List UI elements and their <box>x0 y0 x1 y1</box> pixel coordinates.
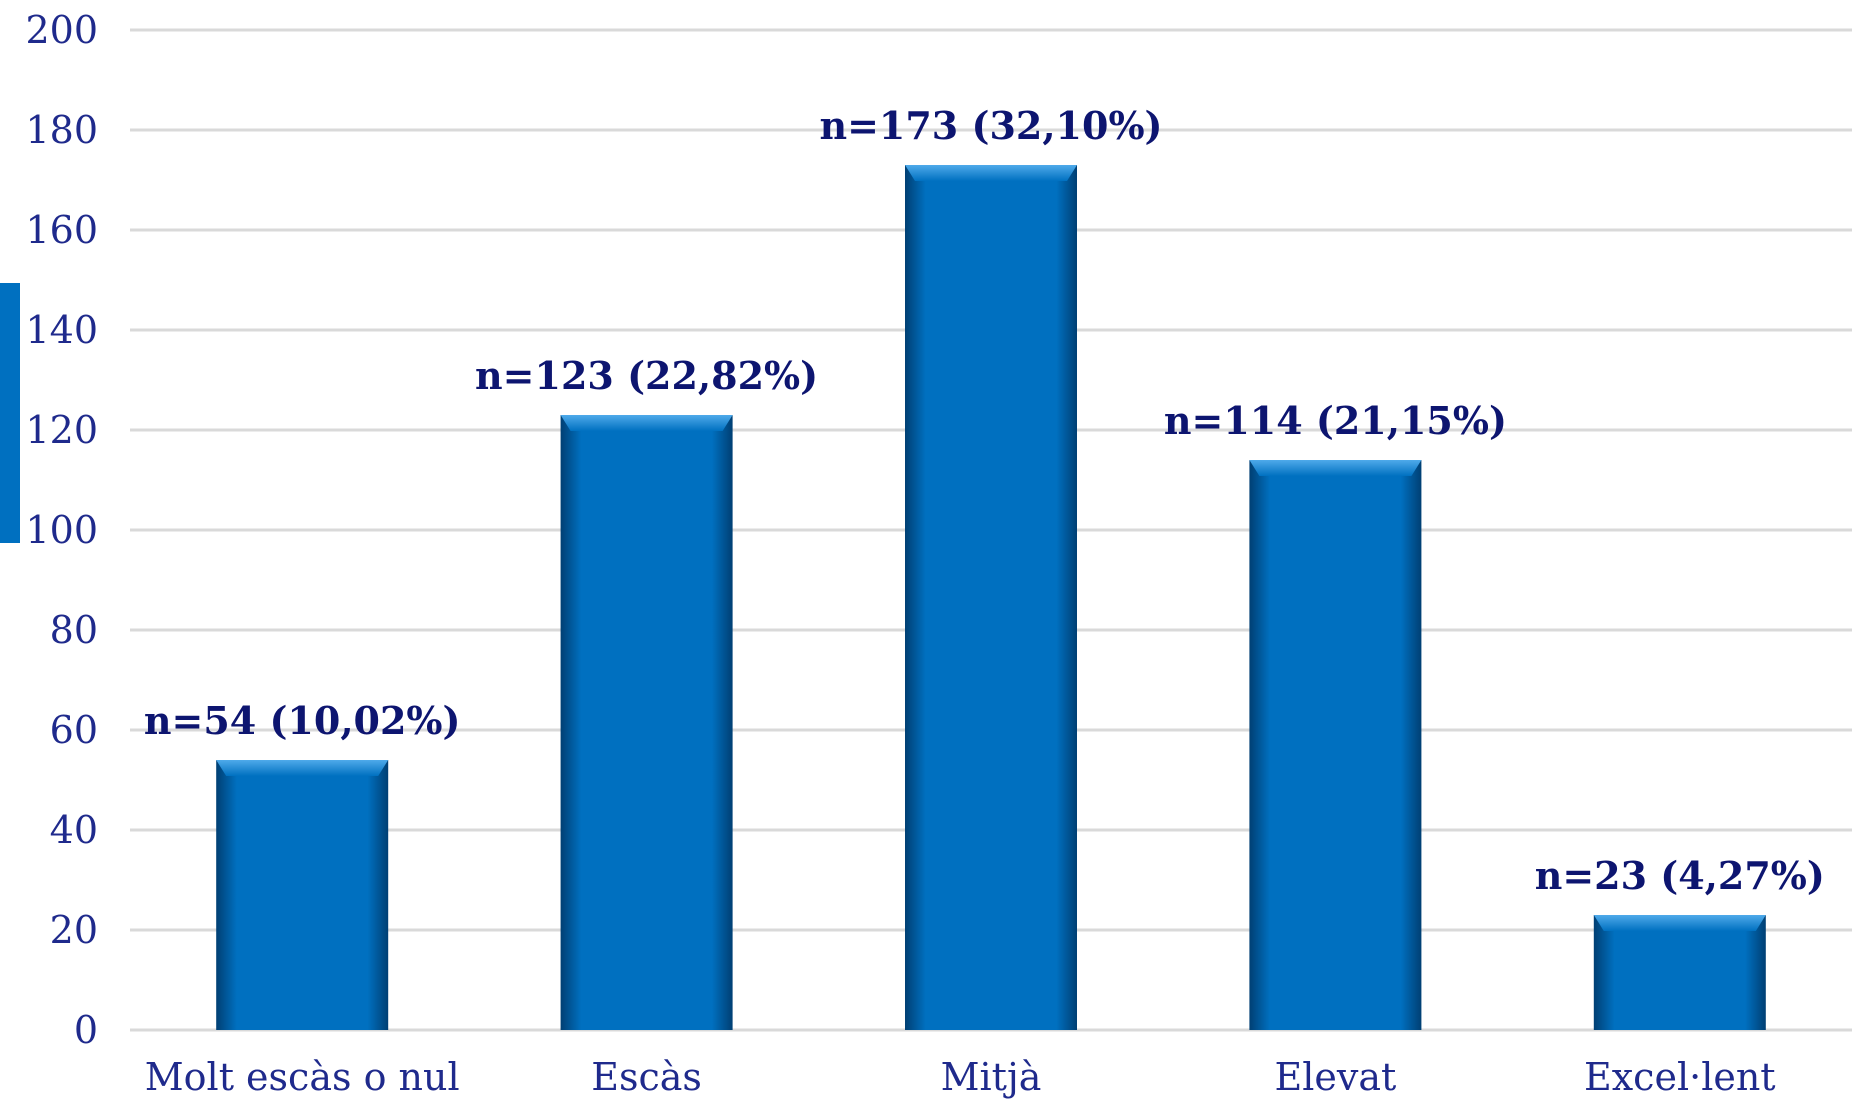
category-label: Elevat <box>1275 1055 1397 1099</box>
bar <box>1249 460 1422 1030</box>
bar-top-bevel <box>1249 460 1422 476</box>
category-label: Excel·lent <box>1584 1055 1776 1099</box>
y-tick-label: 140 <box>25 308 98 352</box>
bars <box>216 165 1766 1030</box>
data-label: n=54 (10,02%) <box>144 698 461 743</box>
y-tick-label: 120 <box>25 408 98 452</box>
bar-body <box>1249 460 1422 1030</box>
y-tick-label: 20 <box>50 908 98 952</box>
y-tick-label: 160 <box>25 208 98 252</box>
side-accent-bar <box>0 283 20 543</box>
bar <box>1593 915 1766 1030</box>
category-labels: Molt escàs o nul Escàs Mitjà Elevat Excel·le… <box>145 1055 1776 1099</box>
bar-top-bevel <box>1593 915 1766 931</box>
data-labels: n=54 (10,02%) n=123 (22,82%) n=173 (32,10%… <box>144 103 1825 898</box>
y-tick-label: 0 <box>74 1008 98 1052</box>
y-axis-ticks: 0 20 40 60 80 100 120 140 160 180 200 <box>25 8 98 1052</box>
y-tick-label: 180 <box>25 108 98 152</box>
bar-body <box>1593 915 1766 1030</box>
bar-body <box>560 415 733 1030</box>
bar <box>216 760 389 1030</box>
bar-top-bevel <box>905 165 1077 181</box>
category-label: Mitjà <box>941 1055 1042 1099</box>
bar <box>905 165 1077 1030</box>
bar-body <box>216 760 389 1030</box>
y-tick-label: 40 <box>50 808 98 852</box>
y-tick-label: 60 <box>50 708 98 752</box>
data-label: n=123 (22,82%) <box>475 353 818 398</box>
bar-top-bevel <box>560 415 733 431</box>
bar <box>560 415 733 1030</box>
y-tick-label: 80 <box>50 608 98 652</box>
category-label: Molt escàs o nul <box>145 1055 460 1099</box>
y-tick-label: 100 <box>25 508 98 552</box>
category-label: Escàs <box>591 1055 702 1099</box>
bar-body <box>905 165 1077 1030</box>
bar-top-bevel <box>216 760 389 776</box>
y-tick-label: 200 <box>25 8 98 52</box>
data-label: n=23 (4,27%) <box>1535 853 1825 898</box>
data-label: n=114 (21,15%) <box>1164 398 1507 443</box>
data-label: n=173 (32,10%) <box>819 103 1162 148</box>
